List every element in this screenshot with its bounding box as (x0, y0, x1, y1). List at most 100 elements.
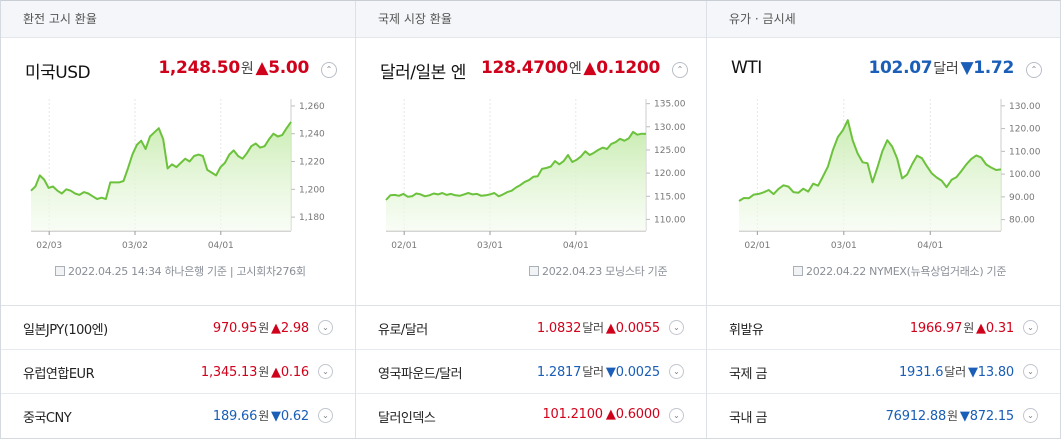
document-icon (55, 266, 65, 276)
row-name[interactable]: 일본JPY(100엔) (23, 323, 108, 338)
row-arrow: ▲ (605, 321, 616, 336)
list-item[interactable]: 일본JPY(100엔) 970.95원 ▲2.98 ⌄ (1, 306, 355, 350)
row-change: 0.31 (985, 321, 1014, 336)
y-tick-label: 120.00 (654, 169, 686, 179)
quote-arrow: ▲ (583, 58, 597, 78)
row-arrow: ▼ (967, 365, 978, 380)
row-arrow: ▼ (605, 365, 616, 380)
row-name[interactable]: 국제 금 (729, 367, 768, 382)
chevron-down-icon[interactable]: ⌄ (1023, 320, 1038, 335)
y-tick-label: 115.00 (654, 192, 686, 202)
row-name[interactable]: 유럽연합EUR (23, 367, 95, 382)
y-tick-label: 110.00 (654, 215, 686, 225)
panel-header[interactable]: 국제 시장 환율 (356, 1, 706, 38)
row-change: 872.15 (969, 409, 1014, 424)
list-item[interactable]: 국제 금 1931.6달러 ▼13.80 ⌄ (707, 350, 1060, 394)
quote-price: 128.4700 (480, 58, 568, 78)
series-area (386, 131, 646, 231)
chevron-down-icon[interactable]: ⌄ (1023, 408, 1038, 423)
series-line (385, 130, 647, 201)
list-item[interactable]: 휘발유 1966.97원 ▲0.31 ⌄ (707, 306, 1060, 350)
quote-name[interactable]: 미국USD (25, 63, 91, 83)
row-value: 1.0832달러 ▲0.0055 (537, 319, 660, 336)
row-price: 1966.97 (909, 321, 963, 336)
quote-price: 1,248.50 (158, 58, 240, 78)
y-tick-label: 90.00 (1009, 193, 1035, 203)
row-name[interactable]: 중국CNY (23, 411, 72, 426)
row-price: 1931.6 (898, 365, 944, 380)
row-change: 0.0055 (615, 321, 660, 336)
chevron-down-icon[interactable]: ⌄ (1023, 364, 1038, 379)
document-icon (793, 266, 803, 276)
y-tick-label: 1,180 (299, 213, 325, 223)
y-tick-label: 135.00 (654, 100, 686, 110)
footnote-text: 2022.04.22 NYMEX(뉴욕상업거래소) 기준 (806, 265, 1007, 278)
panel-header[interactable]: 유가 · 금시세 (707, 1, 1060, 38)
main-quote[interactable]: WTI 102.07달러 ▼1.72 ⌃ (731, 56, 1042, 86)
row-value: 1.2817달러 ▼0.0025 (537, 363, 660, 380)
row-name[interactable]: 휘발유 (729, 323, 764, 338)
chevron-down-icon[interactable]: ⌄ (669, 408, 684, 423)
x-tick-label: 04/01 (917, 241, 943, 251)
chevron-down-icon[interactable]: ⌄ (669, 364, 684, 379)
quote-name[interactable]: WTI (731, 58, 762, 78)
row-price: 1.0832 (536, 321, 582, 336)
list-item[interactable]: 중국CNY 189.66원 ▼0.62 ⌄ (1, 394, 355, 438)
row-change: 0.62 (280, 409, 309, 424)
chevron-down-icon[interactable]: ⌄ (318, 320, 333, 335)
quote-unit: 엔 (568, 61, 582, 77)
row-arrow: ▼ (959, 409, 970, 424)
panel-oil-gold: 유가 · 금시세 WTI 102.07달러 ▼1.72 ⌃ 02/01 03/01 0… (707, 1, 1060, 438)
panel-exchange: 환전 고시 환율 미국USD 1,248.50원 ▲5.00 ⌃ 02/03 03/… (1, 1, 356, 438)
quote-change: 5.00 (268, 58, 309, 78)
list-item[interactable]: 유로/달러 1.0832달러 ▲0.0055 ⌄ (356, 306, 706, 350)
row-arrow: ▲ (271, 321, 281, 336)
row-arrow: ▲ (605, 407, 616, 422)
quote-arrow: ▼ (960, 58, 974, 78)
series-line (30, 121, 292, 200)
row-name[interactable]: 달러인덱스 (378, 411, 436, 426)
x-tick-label: 03/01 (831, 241, 857, 251)
panel-header[interactable]: 환전 고시 환율 (1, 1, 355, 38)
main-quote[interactable]: 달러/일본 엔 128.4700엔 ▲0.1200 ⌃ (380, 56, 688, 86)
row-price: 1.2817 (536, 365, 582, 380)
row-value: 1966.97원 ▲0.31 (910, 319, 1014, 336)
quote-change: 1.72 (973, 58, 1014, 78)
quote-list: 유로/달러 1.0832달러 ▲0.0055 ⌄ 영국파운드/달러 1.2817달… (356, 305, 706, 438)
list-item[interactable]: 달러인덱스 101.2100 ▲0.6000 ⌄ (356, 394, 706, 438)
quote-name[interactable]: 달러/일본 엔 (380, 63, 466, 83)
row-price: 1,345.13 (200, 365, 258, 380)
chevron-up-icon[interactable]: ⌃ (672, 62, 688, 78)
row-unit: 달러 (582, 365, 604, 379)
row-price: 76912.88 (885, 409, 947, 424)
row-name[interactable]: 유로/달러 (378, 323, 428, 338)
panel-international: 국제 시장 환율 달러/일본 엔 128.4700엔 ▲0.1200 ⌃ 02/0… (356, 1, 707, 438)
quote-list: 일본JPY(100엔) 970.95원 ▲2.98 ⌄ 유럽연합EUR 1,345… (1, 305, 355, 438)
footnote: 2022.04.23 모닝스타 기준 (529, 263, 668, 279)
list-item[interactable]: 국내 금 76912.88원 ▼872.15 ⌄ (707, 394, 1060, 438)
row-name[interactable]: 국내 금 (729, 411, 768, 426)
row-unit: 원 (947, 409, 958, 423)
row-arrow: ▼ (271, 409, 281, 424)
list-item[interactable]: 유럽연합EUR 1,345.13원 ▲0.16 ⌄ (1, 350, 355, 394)
chevron-down-icon[interactable]: ⌄ (669, 320, 684, 335)
chevron-up-icon[interactable]: ⌃ (321, 62, 337, 78)
y-tick-label: 1,240 (299, 130, 325, 140)
row-unit: 달러 (582, 321, 604, 335)
chevron-down-icon[interactable]: ⌄ (318, 408, 333, 423)
x-tick-label: 04/01 (563, 241, 589, 251)
x-tick-label: 02/01 (391, 241, 417, 251)
row-price: 101.2100 (542, 407, 603, 422)
chevron-up-icon[interactable]: ⌃ (1026, 62, 1042, 78)
row-arrow: ▲ (271, 365, 281, 380)
chevron-down-icon[interactable]: ⌄ (318, 364, 333, 379)
row-name[interactable]: 영국파운드/달러 (378, 367, 463, 382)
chart-usdjpy: 02/01 03/01 04/01 135.00 130.00 125.00 120.00 1… (385, 99, 686, 251)
row-change: 0.6000 (615, 407, 660, 422)
list-item[interactable]: 영국파운드/달러 1.2817달러 ▼0.0025 ⌄ (356, 350, 706, 394)
row-arrow: ▲ (976, 321, 986, 336)
main-quote[interactable]: 미국USD 1,248.50원 ▲5.00 ⌃ (25, 56, 337, 86)
chart-wti: 02/01 03/01 04/01 130.00 120.00 110.00 100.00 9… (738, 99, 1041, 251)
y-tick-label: 130.00 (1009, 102, 1041, 112)
